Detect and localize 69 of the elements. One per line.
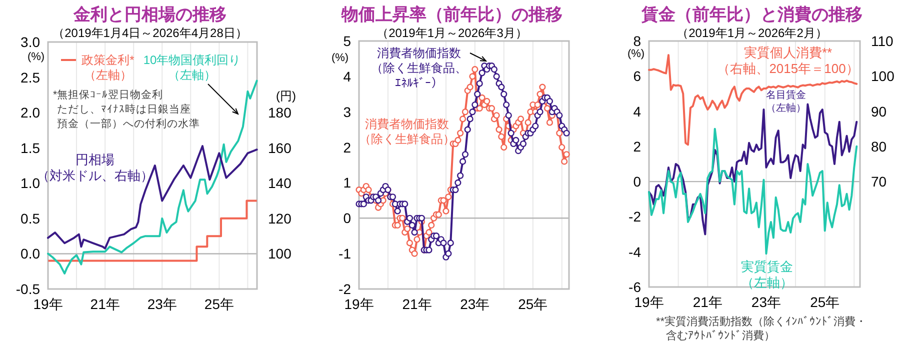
y2-tick-label: 100 [268,246,292,262]
y-tick-label: 4 [633,103,642,120]
y-tick-label: -2 [338,281,352,297]
chart-subtitle: （2019年1月4日～2026年4月28日） [52,26,248,40]
x-tick-label: 23年 [147,296,177,312]
y-axis-title: (%) [627,48,645,60]
x-tick-label: 23年 [460,296,490,312]
annotation: *無担保ｺｰﾙ翌日物金利ただし、ﾏｲﾅｽ時は日銀当座預金（一部）への付利の水準 [53,88,200,130]
y2-tick-label: 160 [268,140,292,156]
y2-tick-label: 90 [871,103,887,120]
y-tick-label: -0.5 [16,281,40,297]
y-tick-label: 2 [633,138,642,154]
y-tick-label: 1.5 [20,140,40,156]
series-label: 実質個人消費**（右軸、2015年＝100） [717,45,859,76]
series-label: 10年物国債利回り（左軸） [143,53,241,82]
y2-tick-label: 180 [268,104,292,121]
line-series [648,128,858,255]
y-tick-label: 2 [343,139,352,156]
chart-title: 金利と円相場の推移 [72,5,226,24]
y-tick-label: -4 [628,244,642,260]
y-tick-label: -1 [338,246,352,262]
chart-subtitle: （2019年1月～2026年3月） [376,26,528,40]
y2-tick-label: 70 [871,174,887,190]
y2-axis-title: (円) [276,89,296,103]
y-tick-label: -2 [628,208,642,225]
series-label: 名目賃金（左軸） [766,89,806,114]
line-series [47,80,258,274]
y-tick-label: 8 [633,33,642,49]
x-tick-label: 21年 [692,294,722,310]
x-tick-label: 23年 [751,294,781,310]
y-tick-label: 5 [343,33,352,49]
line-series [648,103,858,236]
x-tick-label: 25年 [518,296,548,312]
x-tick-label: 19年 [344,296,374,312]
legend-label: 政策金利*（左軸） [82,53,135,82]
y2-tick-label: 80 [871,138,887,154]
y-tick-label: 2.0 [20,104,40,121]
chart-title: 賃金（前年比）と消費の推移 [640,5,862,24]
chart-title: 物価上昇率（前年比）の推移 [340,5,562,24]
x-tick-label: 25年 [204,296,234,312]
y-tick-label: 4 [343,68,352,84]
y-tick-label: -6 [628,279,642,295]
y2-tick-label: 100 [871,68,895,84]
y-tick-label: 1 [343,174,352,191]
y-tick-label: 3 [343,104,352,120]
y2-tick-label: 110 [871,33,894,49]
series-label: 消費者物価指数（除く生鮮食品） [359,117,455,146]
y-axis-title: (%) [27,51,45,63]
x-tick-label: 19年 [33,296,63,312]
y-tick-label: 0 [343,210,352,226]
chart-subtitle: （2019年1月～2026年2月） [676,26,828,40]
y-tick-label: 0 [633,174,642,190]
x-tick-label: 25年 [810,294,840,310]
series-label: 消費者物価指数（除く生鮮食品、ｴﾈﾙｷﾞｰ） [371,46,467,90]
series-label: 実質賃金（左軸） [741,259,793,290]
y2-tick-label: 120 [268,210,292,226]
y-tick-label: 2.5 [20,69,40,86]
y-tick-label: 0.5 [20,210,40,226]
y-axis-title: (%) [331,52,349,64]
y-tick-label: 6 [633,68,642,84]
y-tick-label: 3.0 [20,34,40,50]
text: **実質消費活動指数（除くｲﾝﾊﾞｳﾝﾄﾞ消費・含むｱｳﾄﾊﾞｳﾝﾄﾞ消費） [656,315,867,342]
y2-tick-label: 140 [268,175,292,192]
x-tick-label: 19年 [634,294,664,310]
y-tick-label: 1.0 [20,175,40,192]
x-tick-label: 21年 [402,296,432,312]
y-tick-label: 0.0 [20,246,40,262]
line-series [47,145,258,250]
x-tick-label: 21年 [90,296,120,312]
